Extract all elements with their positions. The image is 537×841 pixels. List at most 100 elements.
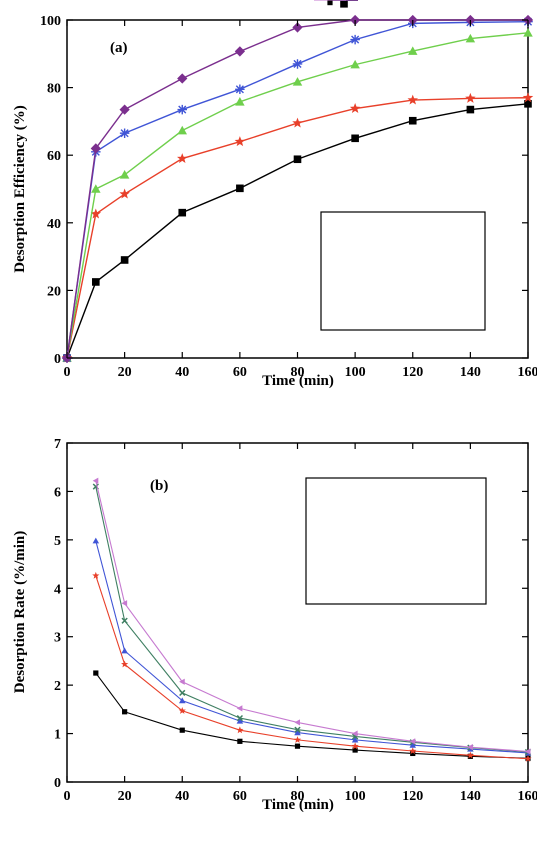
y-tick-label: 60 (47, 149, 61, 164)
y-tick-label: 2 (54, 679, 61, 694)
data-point (179, 689, 186, 697)
x-tick-label: 160 (518, 789, 537, 804)
data-point (351, 736, 359, 743)
x-tick-label: 100 (345, 365, 366, 380)
data-point (235, 84, 245, 95)
data-point (236, 726, 244, 734)
data-point (122, 709, 128, 715)
data-point (237, 738, 243, 744)
legend-label: Mixture 398K (356, 0, 446, 4)
data-point (234, 136, 246, 147)
legend-marker (327, 0, 333, 6)
data-point (292, 117, 303, 128)
y-tick-label: 0 (54, 352, 61, 367)
legend-label: Mixture 388K (368, 0, 458, 4)
data-point (121, 617, 128, 624)
data-point (466, 105, 475, 114)
x-tick-label: 20 (118, 365, 132, 380)
panel-b-y-axis-label: Desorption Rate (%/min) (12, 531, 28, 693)
x-tick-label: 0 (64, 365, 71, 380)
data-point (90, 208, 102, 219)
panel-b-legend-box (305, 477, 487, 605)
legend-marker (340, 0, 348, 8)
panel-b-chart: 0 20 40 60 80 100 120 140 160 0 1 2 3 4 5 6 7 (b) Time (… (12, 0, 537, 813)
x-tick-label: 20 (118, 789, 132, 804)
y-tick-label: 80 (47, 82, 61, 97)
x-tick-label: 0 (64, 789, 71, 804)
data-point (409, 747, 417, 755)
data-point (350, 59, 360, 69)
series-line (66, 20, 529, 359)
data-point (292, 59, 303, 69)
data-point (236, 705, 243, 712)
data-point (93, 670, 99, 676)
series-line (66, 19, 528, 359)
data-point (352, 730, 358, 737)
y-tick-label: 100 (40, 14, 61, 29)
y-tick-label: 3 (54, 631, 61, 646)
panel-b-label: (b) (150, 478, 168, 494)
data-point (92, 537, 100, 544)
panel-a-label: (a) (110, 40, 128, 56)
data-point (408, 46, 418, 55)
data-point (91, 184, 101, 193)
legend-label: Mixture 388K (356, 0, 446, 4)
data-point (293, 155, 302, 164)
data-point (294, 743, 301, 749)
x-tick-label: 100 (345, 789, 366, 804)
data-point (409, 741, 416, 748)
panel-a-legend-box (320, 211, 486, 331)
data-point (236, 714, 244, 722)
data-point (524, 748, 531, 755)
x-tick-label: 80 (291, 365, 305, 380)
series-line (95, 672, 529, 759)
data-point (235, 97, 245, 106)
data-point (410, 750, 416, 757)
data-point (120, 256, 129, 264)
data-point (294, 719, 300, 726)
y-tick-label: 4 (54, 582, 61, 597)
data-point (466, 751, 474, 759)
data-point (352, 747, 358, 753)
data-point (177, 104, 187, 115)
x-tick-label: 40 (175, 365, 189, 380)
y-tick-label: 6 (54, 485, 61, 500)
data-point (294, 726, 301, 733)
data-point (236, 184, 244, 193)
data-point (408, 116, 417, 125)
data-point (92, 278, 100, 286)
data-point (119, 104, 130, 115)
data-point (178, 707, 186, 714)
x-tick-label: 120 (402, 365, 423, 380)
x-tick-label: 40 (175, 789, 189, 804)
x-tick-label: 120 (402, 789, 423, 804)
data-point (121, 660, 129, 668)
data-point (119, 128, 130, 138)
panel-b-series-layer (92, 477, 532, 762)
legend-label: Mixture 383K (368, 0, 458, 4)
data-point (119, 170, 130, 179)
data-point (294, 729, 301, 736)
data-point (177, 125, 187, 135)
data-point (465, 92, 476, 103)
x-tick-label: 140 (460, 789, 481, 804)
legend-label: MEA 383K (368, 0, 440, 4)
data-point (524, 754, 532, 762)
panel-a-y-axis-label: Desorption Efficiency (%) (12, 105, 28, 272)
data-point (179, 697, 186, 704)
series-line (66, 97, 529, 359)
data-point (351, 134, 359, 143)
data-point (90, 143, 101, 154)
panel-b-legend: MEA 383KMixture 383KMixture 388KMixture … (305, 0, 487, 605)
data-point (407, 94, 418, 105)
x-tick-label: 80 (291, 789, 305, 804)
data-point (179, 727, 185, 733)
data-point (121, 600, 128, 607)
x-tick-label: 60 (233, 789, 247, 804)
y-tick-label: 0 (54, 776, 61, 791)
panel-b-axes: 0 20 40 60 80 100 120 140 160 0 1 2 3 4 5 6 7 (54, 437, 537, 804)
legend-label: Mixture 393K (356, 0, 446, 4)
data-point (119, 188, 130, 199)
legend-label: MEA 383K (356, 0, 428, 4)
